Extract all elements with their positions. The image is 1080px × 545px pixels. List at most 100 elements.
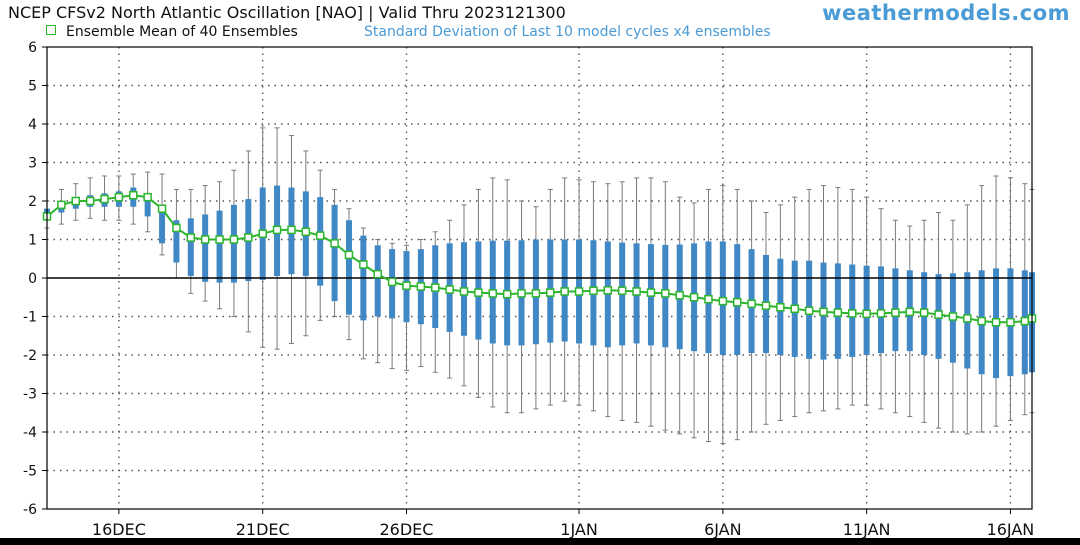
mean-point [430,283,440,292]
chart-title: NCEP CFSv2 North Atlantic Oscillation [N… [8,3,566,22]
x-tick-label: 11JAN [843,520,891,539]
mean-point [747,299,756,309]
brand-logo[interactable]: weathermodels.com [822,1,1070,25]
mean-point [661,289,670,298]
legend-sd-label: Standard Deviation of Last 10 model cycl… [364,24,771,40]
x-tick-label: 21DEC [236,520,290,539]
mean-point [157,204,167,213]
sd-bar [144,193,151,217]
x-tick-label: 16DEC [92,520,146,539]
sd-bar [216,210,223,283]
mean-point [502,289,512,299]
mean-point [71,196,81,206]
mean-point [186,233,196,242]
mean-point [344,250,354,260]
y-tick-label: 5 [28,79,37,95]
x-tick-label: 6JAN [704,520,742,539]
mean-point [689,293,699,302]
y-tick-label: 3 [28,156,37,172]
mean-point [373,269,382,279]
x-tick-label: 1JAN [560,520,598,539]
mean-series [42,190,1037,327]
mean-point [617,286,627,295]
mean-point [287,225,296,235]
mean-point [790,304,799,314]
axes: 6 5 4 3 2 1 0 -1 -2 -3 -4 -5 -6 16DEC 21DEC 26DEC 1JAN 6J… [23,40,1034,539]
legend-mean-label: Ensemble Mean of 40 Ensembles [66,24,298,40]
sd-bar [202,214,209,282]
mean-point [100,194,109,204]
mean-point [85,196,95,206]
mean-point [1020,316,1030,326]
mean-point [977,316,986,326]
mean-point [934,310,943,319]
y-tick-label: -4 [23,425,37,441]
mean-line [46,194,1033,324]
legend-mean: Ensemble Mean of 40 Ensembles [46,24,298,40]
mean-point [402,281,411,290]
mean-point [963,314,972,323]
mean-point [57,200,66,210]
mean-point [215,235,224,244]
mean-point [862,309,871,319]
sd-bar [331,204,338,302]
y-tick-label: 6 [28,40,37,56]
plot-frame [46,46,1033,510]
mean-point [114,192,124,202]
mean-point [387,277,397,287]
mean-point [330,239,339,248]
y-tick-label: 0 [28,271,37,287]
mean-point [129,190,138,200]
sd-bar [173,220,180,263]
mean-point [445,285,454,294]
mean-point [848,309,857,318]
mean-point [143,192,152,202]
mean-point [632,287,641,296]
y-tick-label: -5 [23,464,37,480]
mean-point [876,309,886,318]
mean-point [258,229,267,238]
mean-point [359,260,368,269]
sd-bar [159,208,166,244]
mean-point [517,289,526,298]
mean-point [172,223,181,233]
mean-point [589,286,598,295]
mean-point [574,287,584,296]
sd-bar [187,218,194,277]
sd-bar [374,245,381,317]
legend-square-icon [46,25,56,35]
y-tick-label: -2 [23,348,37,364]
mean-point [459,287,469,296]
mean-point [1006,318,1015,327]
mean-point [948,312,958,321]
mean-point [675,291,684,300]
mean-point [244,233,253,242]
mean-point [560,287,569,296]
mean-point [891,308,900,317]
mean-point [315,231,325,240]
mean-point [718,296,728,306]
mean-point [646,288,656,297]
mean-point [704,294,713,304]
mean-point [474,288,483,297]
x-tick-label: 26DEC [380,520,434,539]
y-tick-label: -1 [23,310,37,326]
y-tick-label: 2 [28,194,37,210]
bottom-bar [0,538,1080,545]
mean-point [531,289,541,298]
mean-point [603,286,613,295]
y-tick-label: -3 [23,387,37,403]
mean-point [905,307,915,317]
mean-point [200,235,210,244]
mean-point [229,235,239,244]
sd-bars [44,185,1035,379]
mean-point [819,307,828,317]
mean-point [301,227,311,237]
whiskers [44,127,1035,445]
mean-point [776,303,785,312]
mean-point [416,282,426,291]
mean-point [272,225,282,235]
mean-point [488,289,498,298]
mean-point [919,308,929,317]
y-tick-label: -6 [23,502,37,518]
